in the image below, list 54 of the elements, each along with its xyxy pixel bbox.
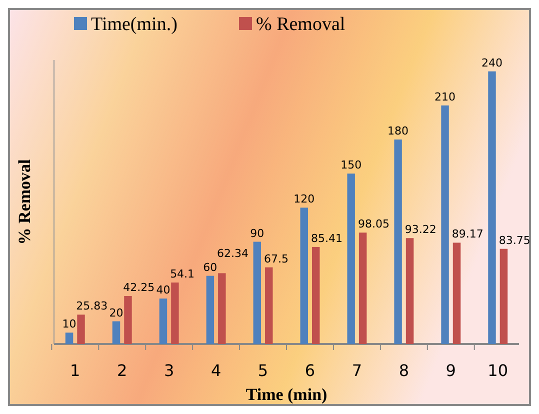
- x-tick-label: 3: [164, 361, 174, 380]
- data-label: 89.17: [452, 228, 484, 241]
- bar: [358, 232, 367, 344]
- data-label: 42.25: [123, 281, 155, 294]
- x-tick-label: 4: [210, 361, 222, 380]
- y-axis-title: % Removal: [15, 159, 34, 245]
- legend-label: % Removal: [256, 14, 346, 35]
- data-label: 25.83: [76, 300, 108, 313]
- data-label: 62.34: [217, 246, 249, 260]
- x-tick-label: 8: [398, 361, 410, 380]
- bar: [77, 314, 85, 344]
- bar: [65, 332, 74, 344]
- x-tick-label: 1: [70, 361, 80, 380]
- data-label: 98.05: [358, 218, 390, 231]
- data-label: 93.22: [404, 223, 436, 236]
- bar: [452, 242, 461, 344]
- bar: [159, 298, 168, 344]
- data-label: 40: [156, 284, 170, 297]
- legend-label: Time(min.): [91, 14, 178, 35]
- x-axis-title: Time (min): [246, 385, 328, 404]
- x-tick-label: 2: [117, 361, 128, 380]
- bar: [124, 296, 132, 344]
- bar: [171, 282, 179, 344]
- x-tick-label: 7: [352, 361, 362, 380]
- bar: [488, 71, 496, 344]
- data-label: 83.75: [498, 234, 530, 247]
- data-label: 10: [62, 318, 76, 331]
- bar: [312, 246, 320, 344]
- bar: [265, 267, 273, 344]
- bar: [347, 174, 355, 344]
- bar: [394, 140, 402, 344]
- data-label: 150: [340, 158, 362, 172]
- bar: [441, 105, 449, 344]
- data-label: 85.41: [310, 232, 342, 245]
- data-label: 67.5: [264, 252, 289, 266]
- x-tick-label: 9: [446, 361, 456, 380]
- data-label: 90: [250, 226, 264, 240]
- data-label: 20: [109, 306, 124, 320]
- data-label: 54.1: [170, 268, 195, 281]
- bar: [500, 248, 508, 344]
- bar: [406, 238, 414, 344]
- x-tick-label: 6: [304, 361, 316, 380]
- x-tick-label: 10: [488, 361, 508, 380]
- bar: [300, 208, 308, 344]
- data-label: 60: [203, 260, 218, 274]
- bar: [206, 276, 214, 344]
- bar: [218, 273, 226, 344]
- data-label: 120: [294, 192, 315, 206]
- data-label: 210: [434, 90, 456, 104]
- data-label: 240: [481, 56, 502, 70]
- data-label: 180: [388, 124, 409, 138]
- x-tick-label: 5: [258, 361, 268, 380]
- bar: [253, 242, 262, 344]
- bar: [112, 321, 120, 344]
